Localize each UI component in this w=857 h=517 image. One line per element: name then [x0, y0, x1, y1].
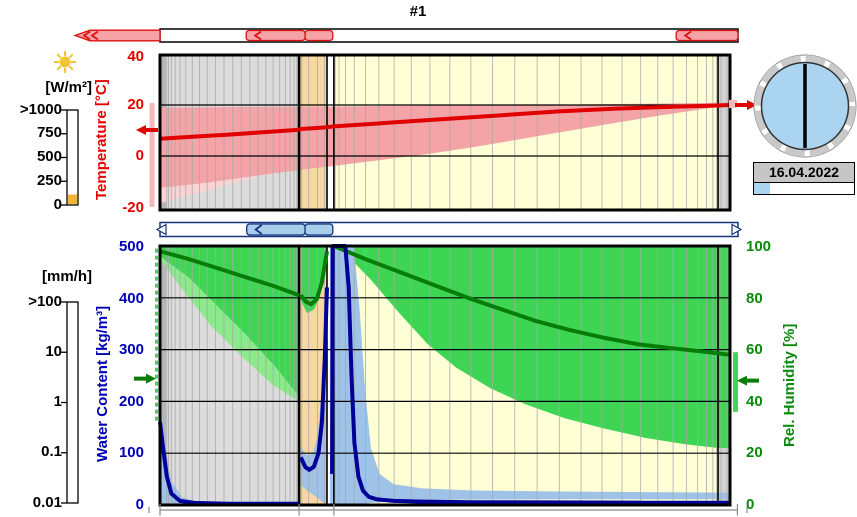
rain-tick: 0.01 [32, 494, 62, 511]
year-progress-fill [754, 183, 770, 194]
exterior-surface-film [160, 246, 167, 505]
humidity-tick: 100 [746, 238, 772, 255]
year-progress-bar [753, 182, 855, 195]
current-radiation-fill [68, 194, 77, 204]
radiation-unit-label: [W/m²] [45, 79, 92, 96]
humidity-tick: 0 [746, 496, 755, 513]
date-display: 16.04.2022 [753, 162, 855, 183]
water-content-tick: 500 [118, 238, 144, 255]
clock-ring [754, 55, 856, 157]
layer-5-interior-grey [718, 55, 730, 210]
humidity-tick: 40 [746, 393, 763, 410]
flux-chevron-icon [90, 30, 99, 41]
flux-chevron-icon [683, 30, 692, 41]
radiation-tick: 250 [36, 172, 62, 189]
flux-segment [675, 29, 739, 42]
temperature-axis-label: Temperature [°C] [93, 79, 110, 200]
temperature-chart [158, 53, 732, 212]
radiation-tick: >1000 [19, 101, 62, 118]
rain-tick: >100 [28, 293, 62, 310]
flux-segment [73, 29, 161, 42]
humidity-tick: 60 [746, 341, 763, 358]
temperature-tick: 0 [135, 147, 144, 164]
sun-icon [54, 51, 76, 73]
radiation-tick: 0 [53, 196, 62, 213]
water-content-tick: 300 [118, 341, 144, 358]
flux-segment [304, 29, 334, 42]
rain-tick: 10 [45, 343, 62, 360]
interior-humidity-indicator [733, 352, 759, 412]
flux-chevron-icon [82, 30, 91, 41]
page-title: #1 [409, 3, 427, 20]
left-cap-icon [155, 223, 167, 236]
clock [753, 54, 857, 158]
right-cap-icon [731, 223, 743, 236]
humidity-tick: 20 [746, 444, 763, 461]
exterior-temperature-arrow-icon [136, 124, 158, 135]
exterior-temperature-indicator [136, 102, 158, 207]
assembly-width-ruler [148, 504, 748, 516]
water-content-tick: 100 [118, 444, 144, 461]
flux-chevron-icon [254, 224, 263, 235]
water-content-tick: 400 [118, 290, 144, 307]
rain-tick: 1 [53, 393, 62, 410]
rain-unit-label: [mm/h] [42, 268, 92, 285]
temperature-tick: 20 [127, 96, 144, 113]
flux-segment [304, 223, 334, 236]
flux-chevron-icon [253, 30, 262, 41]
rain-scale-bar [61, 301, 79, 504]
water-content-tick: 200 [118, 393, 144, 410]
heat-flux-slider[interactable] [73, 28, 739, 43]
radiation-scale-bar [61, 109, 79, 206]
water-content-tick: 0 [135, 496, 144, 513]
radiation-tick: 750 [36, 124, 62, 141]
rain-tick: 0.1 [41, 443, 62, 460]
water-content-axis-label: Water Content [kg/m³] [94, 305, 111, 462]
exterior-humidity-indicator [134, 248, 158, 423]
moisture-chart [158, 244, 732, 507]
interior-temperature-indicator [729, 99, 757, 110]
temperature-tick: -20 [122, 199, 144, 216]
moisture-flux-slider[interactable] [155, 221, 743, 238]
humidity-axis-label: Rel. Humidity [%] [781, 323, 798, 447]
humidity-tick: 80 [746, 290, 763, 307]
temperature-tick: 40 [127, 48, 144, 65]
radiation-tick: 500 [36, 148, 62, 165]
